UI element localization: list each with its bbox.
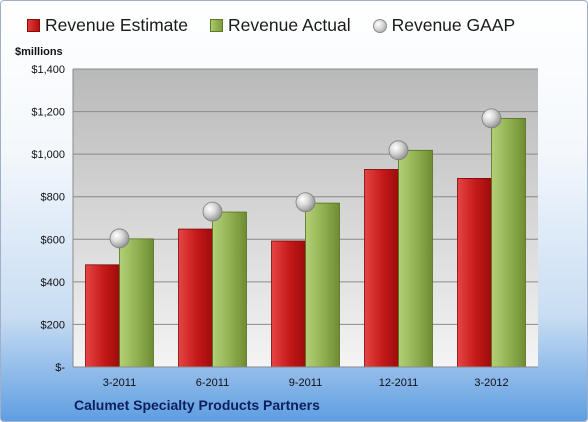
- estimate-bar: [364, 169, 399, 368]
- actual-swatch: [210, 19, 223, 32]
- estimate-bar: [85, 264, 120, 368]
- y-tick-label: $-: [55, 362, 65, 374]
- y-tick-label: $400: [41, 277, 65, 289]
- legend-item-estimate: Revenue Estimate: [27, 15, 188, 36]
- actual-bar: [305, 202, 340, 368]
- gaap-marker: [109, 228, 130, 249]
- x-axis: 3-2011 6-2011 9-2011 12-2011 3-2012: [73, 366, 538, 389]
- actual-bar: [491, 117, 526, 368]
- gaap-marker: [481, 108, 502, 129]
- x-tick-label: 6-2011: [196, 377, 229, 389]
- y-axis: $- $200 $400 $600 $800 $1,000 $1,200 $1,400: [31, 64, 74, 374]
- actual-bar: [398, 149, 433, 368]
- gaap-marker: [388, 140, 409, 161]
- x-tick-label: 12-2011: [379, 377, 419, 389]
- estimate-swatch: [27, 19, 40, 32]
- y-tick-label: $800: [41, 192, 65, 204]
- legend-item-gaap: Revenue GAAP: [372, 15, 516, 36]
- y-axis-units-label: $millions: [15, 46, 63, 58]
- estimate-bar: [271, 240, 306, 368]
- x-tick-label: 3-2012: [474, 377, 508, 389]
- y-tick-label: $1,400: [31, 64, 65, 76]
- bars: [85, 117, 526, 368]
- legend-gaap-label: Revenue GAAP: [391, 15, 516, 35]
- legend-actual-label: Revenue Actual: [228, 15, 351, 35]
- x-tick-label: 9-2011: [289, 377, 322, 389]
- y-tick-label: $600: [41, 234, 65, 246]
- estimate-bar: [457, 178, 492, 368]
- legend-estimate-label: Revenue Estimate: [45, 15, 188, 35]
- y-tick-label: $1,000: [31, 149, 65, 161]
- legend-item-actual: Revenue Actual: [210, 15, 351, 36]
- actual-bar: [212, 211, 247, 368]
- y-tick-label: $1,200: [31, 107, 65, 119]
- company-name: Calumet Specialty Products Partners: [74, 397, 320, 413]
- gaap-swatch: [372, 18, 387, 33]
- estimate-bar: [178, 228, 213, 368]
- gaap-marker: [295, 192, 316, 213]
- y-tick-label: $200: [41, 319, 65, 331]
- gaap-markers: [109, 108, 502, 249]
- gaap-marker: [202, 201, 223, 222]
- legend: Revenue Estimate Revenue Actual Revenue …: [27, 15, 515, 36]
- actual-bar: [119, 238, 154, 368]
- x-tick-label: 3-2011: [103, 377, 136, 389]
